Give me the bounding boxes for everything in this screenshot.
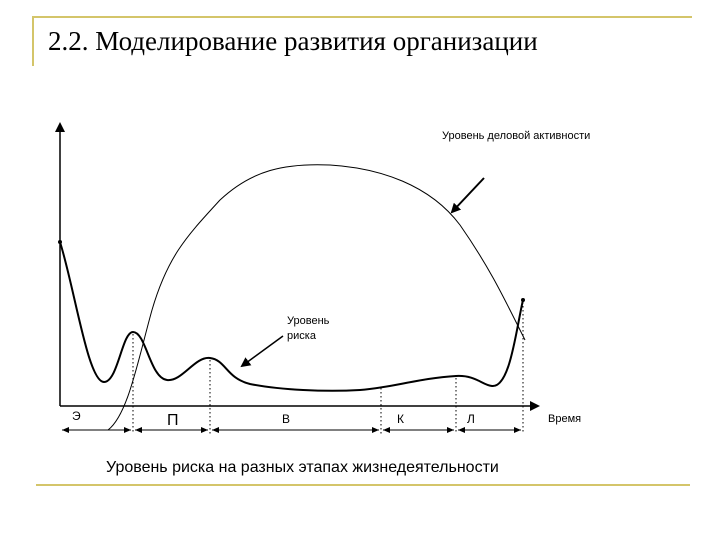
time-axis-label: Время [548,413,581,425]
business-activity-pointer-arrow [450,177,485,214]
diagram-caption: Уровень риска на разных этапах жизнедеят… [106,459,499,476]
stage-label-v: В [282,412,290,426]
frame-top-line [32,16,692,18]
slide-title: 2.2. Моделирование развития организации [48,26,538,56]
stage-label-p: П [167,412,179,429]
frame-bottom-line [36,484,690,486]
frame-left-line [32,16,34,66]
risk-level-curve [59,241,524,392]
business-activity-label: Уровень деловой активности [442,130,590,142]
business-activity-curve [107,164,526,431]
stage-label-k: К [397,412,404,426]
risk-level-pointer-arrow [240,335,284,368]
stage-label-e: Э [72,409,81,423]
risk-level-label-line2: риска [287,330,317,342]
risk-curve-start-dot [58,240,62,244]
stage-label-l: Л [467,412,475,426]
risk-level-label-line1: Уровень [287,315,330,327]
risk-curve-end-dot [521,298,525,302]
